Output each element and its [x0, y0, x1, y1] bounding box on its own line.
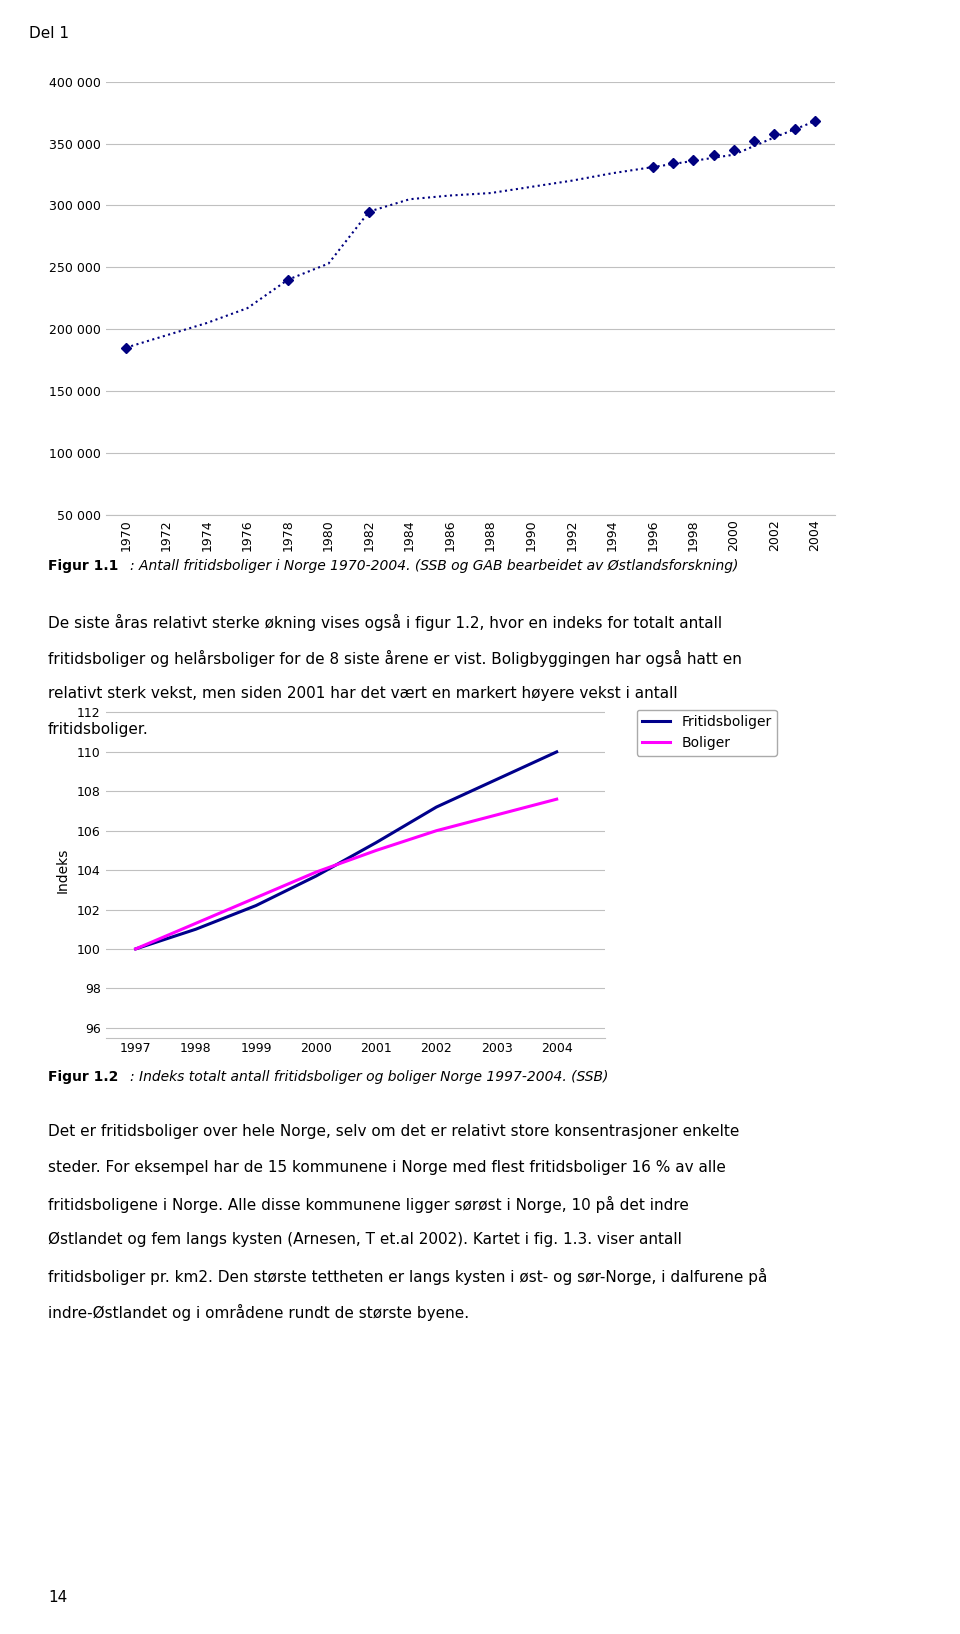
Text: relativt sterk vekst, men siden 2001 har det vært en markert høyere vekst i anta: relativt sterk vekst, men siden 2001 har…: [48, 686, 678, 701]
Text: fritidsboligene i Norge. Alle disse kommunene ligger sørøst i Norge, 10 på det i: fritidsboligene i Norge. Alle disse komm…: [48, 1196, 689, 1212]
Text: Det er fritidsboliger over hele Norge, selv om det er relativt store konsentrasj: Det er fritidsboliger over hele Norge, s…: [48, 1124, 739, 1139]
Text: steder. For eksempel har de 15 kommunene i Norge med flest fritidsboliger 16 % a: steder. For eksempel har de 15 kommunene…: [48, 1160, 726, 1175]
Text: : Antall fritidsboliger i Norge 1970-2004. (SSB og GAB bearbeidet av Østlandsfor: : Antall fritidsboliger i Norge 1970-200…: [130, 559, 738, 574]
Text: 14: 14: [48, 1590, 67, 1605]
Text: fritidsboliger pr. km2. Den største tettheten er langs kysten i øst- og sør-Norg: fritidsboliger pr. km2. Den største tett…: [48, 1268, 767, 1284]
Text: fritidsboliger og helårsboliger for de 8 siste årene er vist. Boligbyggingen har: fritidsboliger og helårsboliger for de 8…: [48, 650, 742, 667]
Legend: Fritidsboliger, Boliger: Fritidsboliger, Boliger: [636, 709, 777, 755]
Text: Figur 1.1: Figur 1.1: [48, 559, 118, 574]
Text: Østlandet og fem langs kysten (Arnesen, T et.al 2002). Kartet i fig. 1.3. viser : Østlandet og fem langs kysten (Arnesen, …: [48, 1232, 682, 1247]
Text: De siste åras relativt sterke økning vises også i figur 1.2, hvor en indeks for : De siste åras relativt sterke økning vis…: [48, 614, 722, 631]
Text: Del 1: Del 1: [29, 26, 69, 41]
Text: Figur 1.2: Figur 1.2: [48, 1070, 118, 1085]
Y-axis label: Indeks: Indeks: [56, 848, 70, 892]
Text: fritidsboliger.: fritidsboliger.: [48, 722, 149, 737]
Text: : Indeks totalt antall fritidsboliger og boliger Norge 1997-2004. (SSB): : Indeks totalt antall fritidsboliger og…: [130, 1070, 608, 1085]
Text: indre-Østlandet og i områdene rundt de største byene.: indre-Østlandet og i områdene rundt de s…: [48, 1304, 469, 1320]
